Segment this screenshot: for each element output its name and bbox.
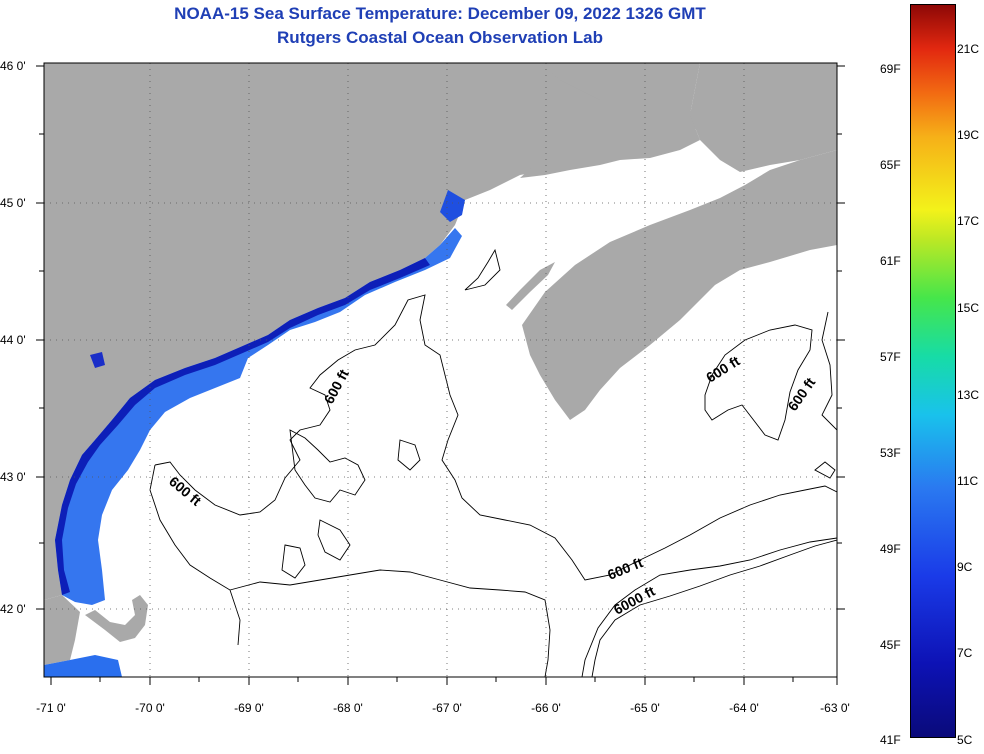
sst-isolated-patch [90,352,105,368]
lon-label-70: -70 0' [135,701,165,715]
map-plot-area [44,63,837,677]
land-cape-cod [85,595,148,642]
colorbar-c-7: 7C [957,646,973,660]
contour-600-southeast [581,537,837,677]
lon-label-67: -67 0' [432,701,462,715]
lat-label-43: 43 0' [0,470,26,484]
lat-label-46: 46 0' [0,59,26,73]
colorbar-c-9: 9C [957,560,973,574]
contour-600-east [704,324,813,441]
land-new-brunswick [520,63,700,178]
colorbar-f-61: 61F [880,254,901,268]
land-cape-breton [690,63,837,172]
land-nova-scotia [522,150,837,420]
map-title: NOAA-15 Sea Surface Temperature: Decembe… [174,4,706,23]
bathymetry-contours [149,248,837,677]
lon-label-69: -69 0' [234,701,264,715]
colorbar-c-17: 17C [957,214,980,228]
colorbar-c-11: 11C [957,474,979,488]
colorbar-c-15: 15C [957,301,980,315]
land-southern-ma [44,595,80,665]
graticule [44,63,837,677]
contour-600-eastedge [821,311,837,431]
sst-fundy-patch [440,190,465,222]
lat-label-45: 45 0' [0,196,26,210]
lon-label-71: -71 0' [36,701,66,715]
colorbar-c-5: 5C [957,733,973,747]
lon-label-66: -66 0' [531,701,561,715]
colorbar-f-41: 41F [880,733,901,747]
contour-600-west [149,464,241,646]
contour-600-gulf [154,294,837,581]
colorbar-c-19: 19C [957,128,980,142]
contour-6000 [591,539,837,677]
colorbar-f-69: 69F [880,62,901,76]
temperature-colorbar [910,4,956,738]
colorbar-f-65: 65F [880,158,901,172]
colorbar-c-13: 13C [957,388,980,402]
contour-600-inner2 [317,519,351,561]
lon-label-64: -64 0' [729,701,759,715]
colorbar-f-53: 53F [880,446,901,460]
lon-label-65: -65 0' [630,701,660,715]
sst-cape-cod-water [44,655,122,677]
map-subtitle: Rutgers Coastal Ocean Observation Lab [277,28,603,47]
map-frame [43,62,838,678]
land-island [506,262,555,310]
lon-label-68: -68 0' [333,701,363,715]
lon-label-63: -63 0' [820,701,850,715]
axis-ticks [36,65,845,685]
contour-600-inner3 [281,544,306,579]
contour-600-inner4 [289,429,366,503]
contour-600-inner5 [397,439,421,471]
land-new-england [44,63,700,600]
lat-label-44: 44 0' [0,333,26,347]
contour-600-inner1 [464,248,501,291]
contour-600-banks [229,569,551,677]
colorbar-f-57: 57F [880,350,901,364]
contour-600-inner6 [814,461,836,479]
colorbar-f-49: 49F [880,542,901,556]
lat-label-42: 42 0' [0,602,26,616]
colorbar-f-45: 45F [880,638,901,652]
colorbar-c-21: 21C [957,42,980,56]
